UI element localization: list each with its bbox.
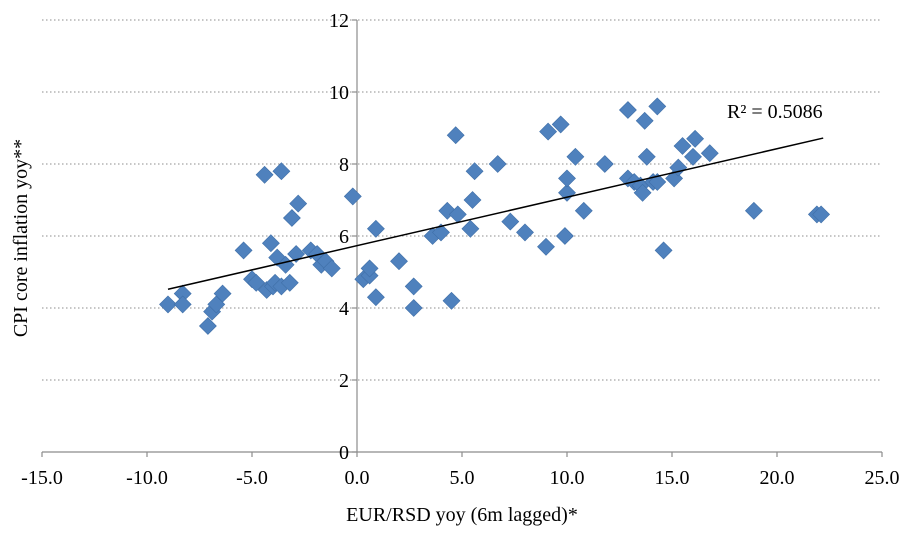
data-point xyxy=(404,277,423,296)
x-tick-label: 15.0 xyxy=(655,467,690,489)
data-point xyxy=(255,165,274,184)
y-tick-label: 12 xyxy=(329,10,349,32)
data-point xyxy=(360,259,379,278)
x-tick-label: 20.0 xyxy=(760,467,795,489)
data-point xyxy=(366,219,385,238)
data-point xyxy=(537,237,555,256)
r-squared-label: R² = 0.5086 xyxy=(727,101,823,123)
data-point xyxy=(744,201,763,220)
data-point xyxy=(446,126,465,145)
data-point xyxy=(700,144,719,163)
data-point xyxy=(648,97,667,116)
data-point xyxy=(558,169,576,188)
y-tick-label: 6 xyxy=(339,226,349,248)
x-tick-label: 25.0 xyxy=(865,467,900,489)
trendline-group xyxy=(167,137,824,291)
data-point xyxy=(618,101,637,119)
data-point xyxy=(574,201,593,220)
data-point xyxy=(404,299,423,317)
data-point xyxy=(261,234,280,253)
data-point xyxy=(463,191,482,209)
data-point xyxy=(247,273,266,292)
data-point xyxy=(461,219,480,238)
data-point xyxy=(198,317,217,335)
data-point xyxy=(213,284,232,303)
x-tick-label: -15.0 xyxy=(21,467,63,489)
data-point xyxy=(282,209,301,227)
data-point xyxy=(635,111,654,130)
data-point xyxy=(555,227,574,245)
data-point xyxy=(289,194,308,213)
data-point xyxy=(566,147,585,166)
y-tick-label: 4 xyxy=(339,298,349,320)
data-point xyxy=(558,183,576,202)
axes xyxy=(41,19,883,457)
data-point xyxy=(442,291,461,310)
y-tick-label: 2 xyxy=(339,370,349,392)
data-point xyxy=(539,122,558,141)
y-axis-title: CPI core inflation yoy** xyxy=(10,139,32,337)
data-point xyxy=(684,147,702,166)
x-tick-label: -5.0 xyxy=(236,467,268,489)
data-point xyxy=(272,162,291,181)
y-tick-label: 8 xyxy=(339,154,349,176)
data-point xyxy=(654,241,673,260)
gridlines xyxy=(42,19,882,381)
data-point xyxy=(280,273,299,292)
data-point xyxy=(432,223,450,242)
y-tick-label: 0 xyxy=(339,442,349,464)
data-point xyxy=(812,205,831,224)
data-point xyxy=(551,115,570,134)
data-point xyxy=(633,183,652,202)
data-point xyxy=(637,147,656,166)
x-tick-label: 5.0 xyxy=(450,467,475,489)
y-tick-labels: 0 2 4 6 8 10 12 xyxy=(329,10,349,464)
y-tick-label: 10 xyxy=(329,82,349,104)
data-point xyxy=(366,288,385,307)
x-tick-labels: -15.0 -10.0 -5.0 0.0 5.0 10.0 15.0 20.0 25.0 xyxy=(21,467,899,489)
x-tick-label: 0.0 xyxy=(345,467,370,489)
data-point xyxy=(173,295,192,314)
data-point xyxy=(488,155,507,173)
data-point xyxy=(465,162,484,181)
trendline xyxy=(167,137,824,291)
data-point xyxy=(159,295,177,314)
x-tick-label: -10.0 xyxy=(126,467,168,489)
data-point xyxy=(686,129,705,148)
data-point xyxy=(673,137,692,155)
data-point xyxy=(595,155,614,173)
data-points xyxy=(159,97,831,335)
data-point xyxy=(234,241,253,260)
data-point xyxy=(343,187,362,206)
data-point xyxy=(516,223,534,242)
data-point xyxy=(501,212,520,231)
data-point xyxy=(390,252,408,271)
x-tick-label: 10.0 xyxy=(550,467,585,489)
x-axis-title: EUR/RSD yoy (6m lagged)* xyxy=(346,504,578,526)
data-point xyxy=(322,259,341,278)
